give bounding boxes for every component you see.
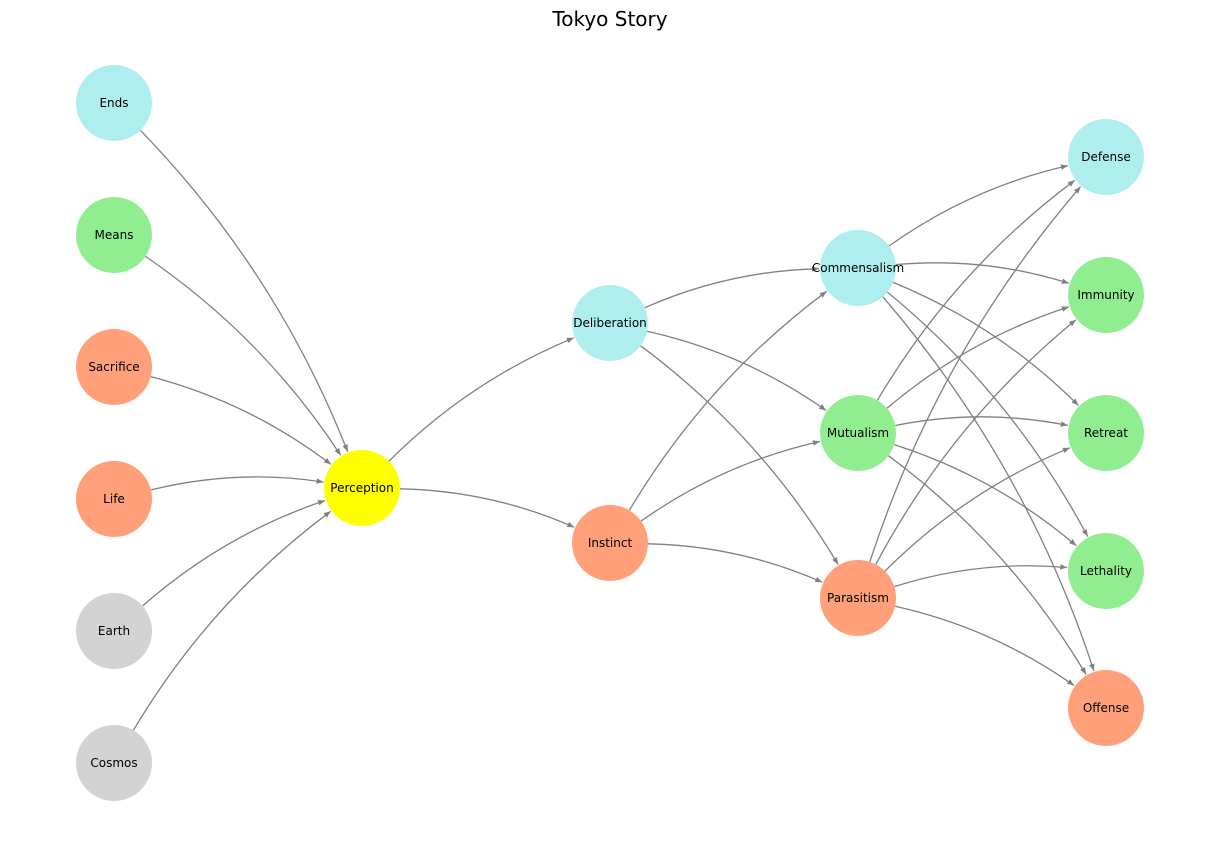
node-offense-label: Offense <box>1083 701 1129 715</box>
node-earth-circle <box>76 593 152 669</box>
node-means: Means <box>76 197 152 273</box>
node-retreat-label: Retreat <box>1084 426 1128 440</box>
edge-parasitism-to-lethality <box>894 564 1068 588</box>
edge-commensalism-to-defense <box>888 164 1069 247</box>
edge-parasitism-to-retreat <box>884 447 1071 572</box>
node-parasitism-label: Parasitism <box>827 591 889 605</box>
edge-cosmos-to-perception <box>132 510 332 731</box>
edge-parasitism-to-offense <box>894 605 1075 687</box>
edge-commensalism-to-retreat <box>892 281 1079 406</box>
edge-mutualism-to-retreat <box>895 416 1068 427</box>
edge-commensalism-to-lethality <box>886 291 1089 537</box>
node-mutualism: Mutualism <box>820 395 896 471</box>
node-instinct-circle <box>572 505 648 581</box>
edge-mutualism-to-immunity <box>886 306 1070 409</box>
node-defense-circle <box>1068 119 1144 195</box>
node-immunity: Immunity <box>1068 257 1144 333</box>
node-sacrifice: Sacrifice <box>76 329 152 405</box>
node-means-label: Means <box>95 228 134 242</box>
node-ends-label: Ends <box>99 96 128 110</box>
node-deliberation-circle <box>572 285 648 361</box>
node-earth-label: Earth <box>98 624 130 638</box>
node-cosmos: Cosmos <box>76 725 152 801</box>
edge-instinct-to-parasitism <box>647 543 823 583</box>
edge-life-to-perception <box>150 476 324 491</box>
node-commensalism-circle <box>820 230 896 306</box>
edge-commensalism-to-offense <box>882 296 1095 672</box>
node-lethality-circle <box>1068 533 1144 609</box>
node-ends-circle <box>76 65 152 141</box>
node-defense: Defense <box>1068 119 1144 195</box>
edge-perception-to-instinct <box>399 488 575 528</box>
node-cosmos-label: Cosmos <box>90 756 137 770</box>
node-sacrifice-circle <box>76 329 152 405</box>
edge-parasitism-to-immunity <box>875 319 1077 565</box>
node-offense: Offense <box>1068 670 1144 746</box>
node-instinct-label: Instinct <box>588 536 633 550</box>
node-ends: Ends <box>76 65 152 141</box>
node-immunity-label: Immunity <box>1077 288 1134 302</box>
node-mutualism-circle <box>820 395 896 471</box>
node-perception-circle <box>324 450 400 526</box>
edge-parasitism-to-defense <box>869 186 1082 563</box>
edge-mutualism-to-defense <box>876 179 1076 401</box>
node-means-circle <box>76 197 152 273</box>
node-earth: Earth <box>76 593 152 669</box>
node-mutualism-label: Mutualism <box>827 426 889 440</box>
node-offense-circle <box>1068 670 1144 746</box>
node-perception-label: Perception <box>330 481 393 495</box>
edge-mutualism-to-lethality <box>894 443 1077 547</box>
node-layer: Ends Means Sacrifice Life Earth Cosmos Percept… <box>76 65 1144 801</box>
edge-commensalism-to-immunity <box>895 262 1069 284</box>
diagram-title: Tokyo Story <box>551 7 667 31</box>
edge-means-to-perception <box>145 255 342 456</box>
edge-layer <box>132 129 1095 731</box>
edge-mutualism-to-offense <box>888 455 1087 675</box>
edge-ends-to-perception <box>139 129 349 452</box>
node-retreat: Retreat <box>1068 395 1144 471</box>
node-lethality-label: Lethality <box>1080 564 1132 578</box>
node-life-label: Life <box>103 492 125 506</box>
node-perception: Perception <box>324 450 400 526</box>
edge-deliberation-to-commensalism <box>644 266 820 309</box>
edge-deliberation-to-mutualism <box>646 330 827 412</box>
node-deliberation-label: Deliberation <box>573 316 647 330</box>
node-retreat-circle <box>1068 395 1144 471</box>
edge-sacrifice-to-perception <box>150 375 332 465</box>
node-cosmos-circle <box>76 725 152 801</box>
edge-deliberation-to-parasitism <box>640 345 839 565</box>
node-parasitism: Parasitism <box>820 560 896 636</box>
node-commensalism: Commensalism <box>812 230 904 306</box>
node-life-circle <box>76 461 152 537</box>
edge-instinct-to-mutualism <box>640 440 821 522</box>
node-lethality: Lethality <box>1068 533 1144 609</box>
node-defense-label: Defense <box>1081 150 1130 164</box>
node-life: Life <box>76 461 152 537</box>
edge-perception-to-deliberation <box>388 337 575 462</box>
edge-instinct-to-commensalism <box>628 290 828 511</box>
node-immunity-circle <box>1068 257 1144 333</box>
edge-earth-to-perception <box>142 499 326 607</box>
node-parasitism-circle <box>820 560 896 636</box>
node-deliberation: Deliberation <box>572 285 648 361</box>
node-sacrifice-label: Sacrifice <box>88 360 139 374</box>
node-instinct: Instinct <box>572 505 648 581</box>
node-commensalism-label: Commensalism <box>812 261 904 275</box>
